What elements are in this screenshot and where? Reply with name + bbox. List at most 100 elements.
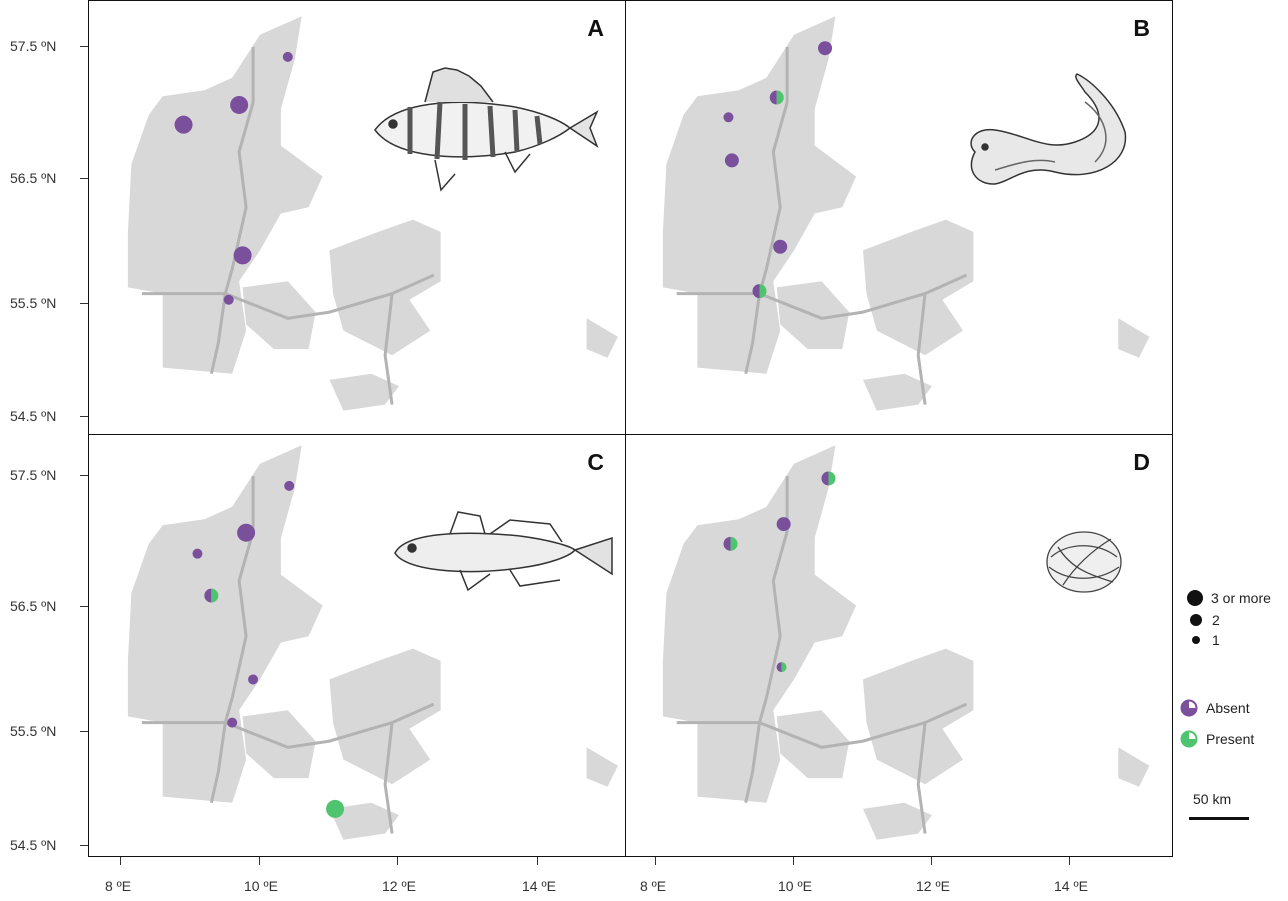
site-marker (248, 674, 259, 685)
panel-label: B (1133, 15, 1150, 41)
road-line (141, 702, 435, 749)
road-line (744, 47, 789, 375)
road-line (676, 702, 968, 749)
axis-tick (80, 845, 88, 846)
site-marker (776, 517, 791, 532)
site-marker (192, 548, 203, 559)
road-line (744, 476, 789, 804)
panel-label: D (1133, 449, 1150, 475)
land-polygon (586, 318, 618, 358)
site-marker (174, 115, 193, 134)
site-marker (723, 536, 738, 551)
map-panel-c: C (88, 434, 627, 857)
axis-tick (259, 857, 260, 865)
site-marker (821, 471, 836, 486)
site-marker (776, 662, 787, 673)
road-line (916, 722, 927, 834)
legend-size-label: 1 (1212, 632, 1220, 648)
longitude-label: 10 ºE (244, 878, 278, 894)
axis-tick (80, 303, 88, 304)
mussel-illustration (1046, 531, 1122, 593)
latitude-label: 54.5 ºN (10, 837, 57, 853)
axis-tick (80, 46, 88, 47)
legend-present-label: Present (1206, 731, 1255, 747)
land-polygon (662, 445, 857, 803)
panel-label: C (587, 449, 604, 475)
land-polygon (863, 373, 932, 411)
axis-tick (793, 857, 794, 865)
latitude-label: 55.5 ºN (10, 723, 57, 739)
perch-illustration (374, 67, 599, 192)
land-polygon (1118, 747, 1150, 787)
land-polygon (586, 747, 618, 787)
land-polygon (329, 373, 399, 411)
latitude-label: 54.5 ºN (10, 408, 57, 424)
denmark-map (127, 16, 618, 411)
site-marker (723, 112, 734, 123)
axis-tick (120, 857, 121, 865)
site-marker (773, 239, 788, 254)
axis-tick (655, 857, 656, 865)
latitude-label: 56.5 ºN (10, 170, 57, 186)
legend-absent-label: Absent (1206, 700, 1250, 716)
axis-tick (537, 857, 538, 865)
land-polygon (127, 445, 323, 803)
longitude-label: 12 ºE (916, 878, 950, 894)
land-polygon (127, 16, 323, 374)
latitude-label: 57.5 ºN (10, 38, 57, 54)
present-pie-icon (1180, 730, 1198, 748)
site-marker (204, 588, 219, 603)
site-marker (326, 799, 345, 818)
land-polygon (329, 648, 441, 785)
axis-tick (1069, 857, 1070, 865)
site-marker (227, 717, 238, 728)
road-line (916, 293, 927, 405)
scale-bar (1189, 817, 1249, 820)
land-polygon (329, 219, 441, 356)
latitude-label: 57.5 ºN (10, 467, 57, 483)
site-marker (237, 523, 256, 542)
legend-size-dot-icon (1190, 614, 1202, 626)
site-marker (752, 284, 767, 299)
axis-tick (80, 731, 88, 732)
axis-tick (80, 606, 88, 607)
denmark-map (662, 16, 1150, 411)
legend-size-2: 2 (1190, 612, 1220, 628)
denmark-map (127, 445, 618, 840)
longitude-label: 14 ºE (1054, 878, 1088, 894)
legend-size-label: 2 (1212, 612, 1220, 628)
denmark-map (662, 445, 1150, 840)
eel-illustration (970, 73, 1127, 185)
goby-illustration (394, 511, 613, 592)
longitude-label: 12 ºE (382, 878, 416, 894)
site-marker (818, 41, 833, 56)
legend-present: Present (1180, 730, 1254, 748)
axis-tick (80, 178, 88, 179)
road-line (209, 47, 255, 375)
absent-pie-icon (1180, 699, 1198, 717)
longitude-label: 10 ºE (778, 878, 812, 894)
site-marker (769, 90, 784, 105)
site-marker (223, 294, 234, 305)
land-polygon (662, 16, 857, 374)
land-polygon (863, 802, 932, 840)
legend-size-dot-icon (1192, 636, 1200, 644)
land-polygon (1118, 318, 1150, 358)
map-panel-b: B (625, 0, 1173, 436)
axis-tick (397, 857, 398, 865)
axis-tick (80, 475, 88, 476)
map-panel-d: D (625, 434, 1173, 857)
road-line (141, 273, 435, 320)
legend-absent: Absent (1180, 699, 1250, 717)
scale-bar-label: 50 km (1193, 791, 1232, 807)
land-polygon (329, 802, 399, 840)
longitude-label: 8 ºE (640, 878, 667, 894)
legend-size-label: 3 or more (1211, 590, 1271, 606)
map-panel-a: A (88, 0, 627, 436)
legend-size-dot-icon (1187, 590, 1203, 606)
longitude-label: 8 ºE (105, 878, 132, 894)
site-marker (282, 51, 293, 62)
axis-tick (931, 857, 932, 865)
panel-label: A (587, 15, 604, 41)
legend-size-3: 3 or more (1187, 590, 1271, 606)
